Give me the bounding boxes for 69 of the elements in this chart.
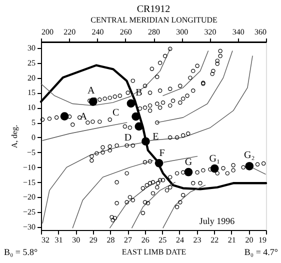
line-series (132, 182, 176, 228)
x2-tick-label: 360 (254, 28, 266, 36)
y-tick-label: 0 (32, 132, 36, 142)
annotation: C (112, 108, 120, 119)
y-tick-label: −20 (22, 192, 36, 202)
point (134, 122, 144, 131)
text: B₀ = 5.8° (4, 247, 38, 257)
point (60, 112, 69, 120)
x-axis-title: EAST LIMB DATE (122, 248, 186, 256)
text: B₀ = 4.7° (244, 247, 278, 257)
y-tick-label: 30 (28, 43, 36, 52)
x-tick-label: 30 (72, 236, 80, 244)
y-tick-label: 10 (28, 103, 36, 112)
x2-tick-label: 220 (64, 28, 76, 36)
x-tick-label: 25 (158, 236, 167, 244)
x-tick-label: 32 (42, 236, 50, 244)
y-tick-label: 5 (32, 118, 36, 128)
x-tick-label: 23 (193, 236, 202, 244)
annotation: D (124, 132, 132, 144)
chart-title: CR1912 (136, 4, 170, 15)
y-tick-label: 25 (28, 58, 36, 68)
x-tick-label: 21 (228, 236, 236, 244)
x2-tick-label: 260 (120, 28, 132, 36)
point (126, 99, 136, 108)
y-tick-label: −15 (22, 178, 36, 187)
annotation: G (184, 157, 192, 168)
x-tick-label: 31 (54, 236, 63, 244)
x2-tick-label: 320 (204, 28, 216, 36)
annotation: A (87, 86, 96, 97)
annotation: G₂ (244, 150, 255, 162)
y-tick-label: −10 (22, 162, 36, 172)
line-series (72, 160, 154, 228)
annotation: E (152, 131, 159, 142)
y-tick-label: −30 (22, 222, 36, 232)
annotation: B (136, 87, 143, 98)
point (245, 162, 254, 170)
point (88, 98, 98, 106)
x2-tick-label: 300 (176, 28, 188, 36)
point (184, 168, 193, 176)
y-tick-label: −5 (26, 148, 36, 157)
point (210, 164, 219, 173)
x-tick-label: 26 (141, 236, 150, 244)
line-series (40, 48, 170, 106)
y-tick-label: 15 (28, 88, 36, 98)
x-tick-label: 27 (124, 236, 132, 244)
x2-tick-label: 340 (232, 28, 244, 36)
point (142, 137, 150, 146)
annotation: G₁ (209, 154, 220, 165)
x-tick-label: 28 (106, 236, 115, 244)
x2-tick-label: 240 (92, 28, 104, 36)
y-tick-label: 20 (28, 73, 36, 82)
point (132, 112, 140, 121)
y-axis-title: A, deg. (10, 124, 19, 148)
x-tick-label: 29 (89, 236, 98, 244)
line-series (110, 180, 160, 228)
annotation: F (159, 148, 166, 160)
annotation: A (80, 111, 88, 122)
line-series (156, 50, 233, 123)
x2-axis-title: CENTRAL MERIDIAN LONGITUDE (90, 16, 218, 24)
point (154, 158, 164, 168)
x-tick-label: 19 (258, 236, 266, 244)
x-tick-label: 24 (176, 236, 184, 244)
line-series (162, 50, 209, 96)
x-tick-label: 22 (210, 236, 219, 244)
x-tick-label: 20 (245, 236, 254, 244)
annotation: July 1996 (199, 216, 236, 226)
x2-tick-label: 200 (42, 28, 54, 36)
x2-tick-label: 280 (148, 28, 160, 36)
y-tick-label: −25 (22, 208, 36, 217)
